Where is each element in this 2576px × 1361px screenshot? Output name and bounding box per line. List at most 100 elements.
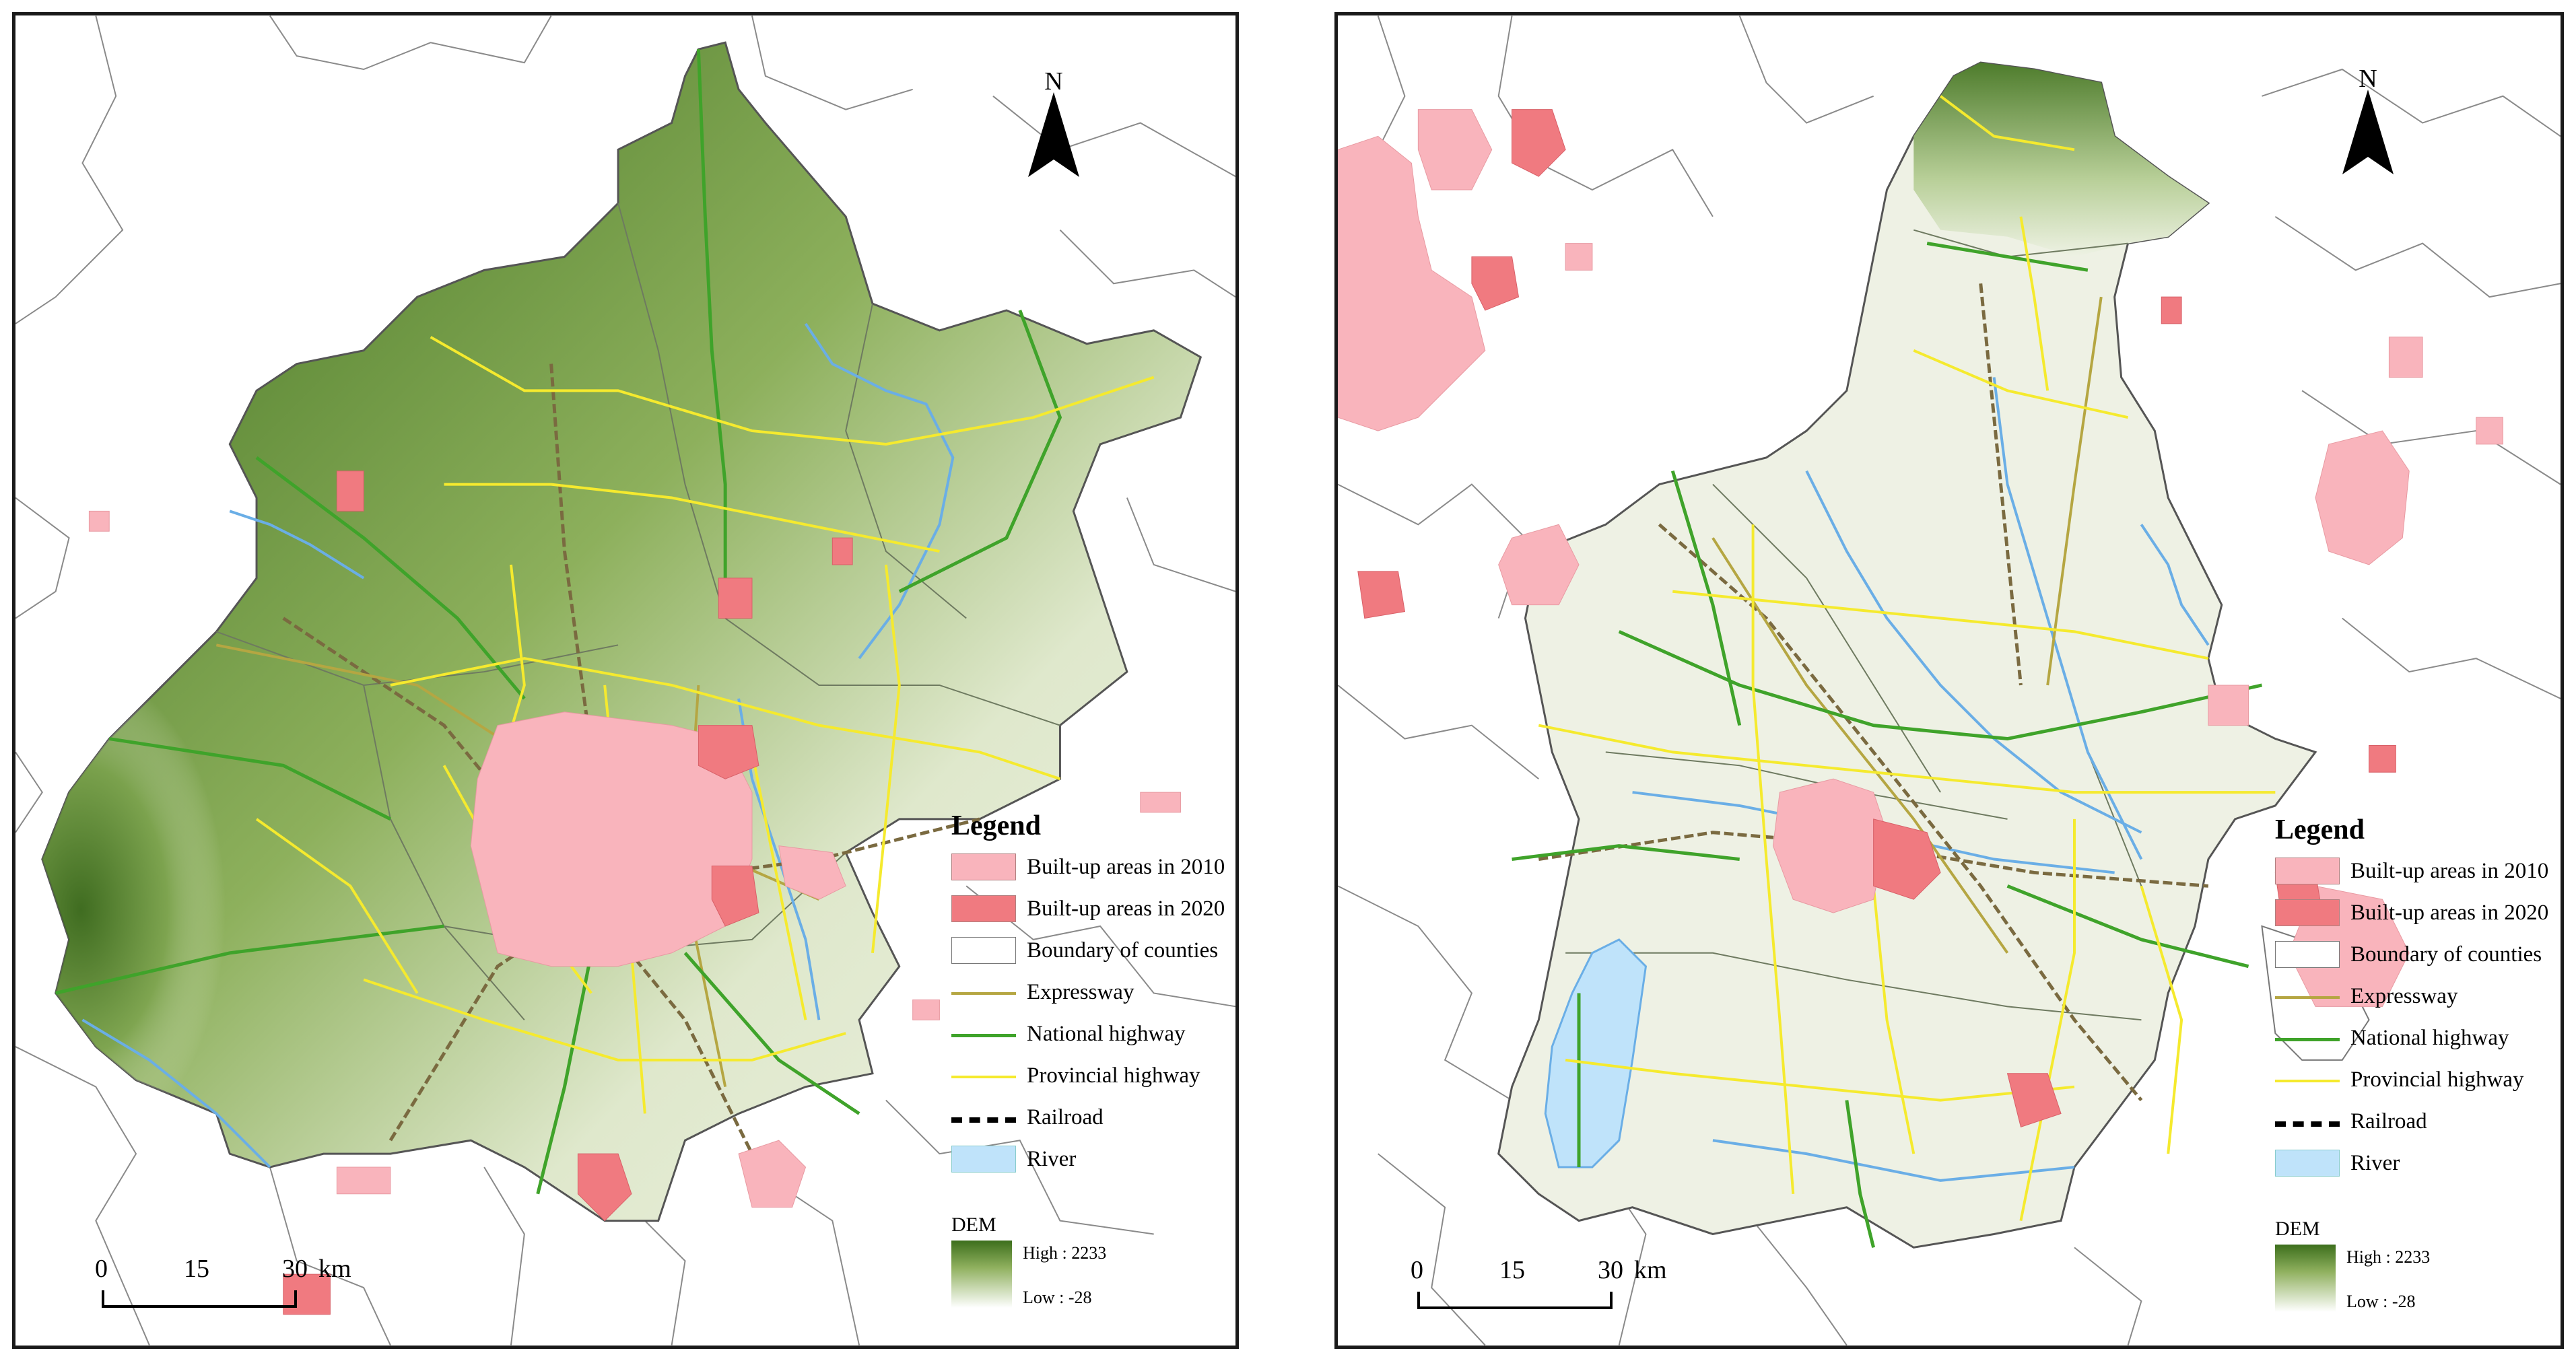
terrain-shading <box>1913 63 2208 257</box>
legend-right: Legend Built-up areas in 2010 Built-up a… <box>2275 814 2561 1191</box>
national-highways <box>1512 242 2262 1248</box>
legend-label: Boundary of counties <box>2350 942 2542 967</box>
dem-high-label: High : 2233 <box>2346 1247 2431 1267</box>
legend-label: Expressway <box>2350 983 2458 1008</box>
legend-item-built-up-2010: Built-up areas in 2010 <box>2275 854 2548 888</box>
legend-item-built-up-2010: Built-up areas in 2010 <box>951 850 1225 884</box>
national-highways <box>55 49 1062 1195</box>
legend-label: Expressway <box>1027 979 1134 1004</box>
dem-legend-right: DEM High : 2233 Low : -28 <box>2275 1218 2477 1339</box>
legend-label: Railroad <box>2350 1109 2427 1133</box>
legend-item-provincial-highway: Provincial highway <box>951 1059 1200 1092</box>
north-label: N <box>2359 65 2377 93</box>
north-arrow: N <box>1020 67 1087 177</box>
legend-item-railroad: Railroad <box>2275 1105 2427 1138</box>
rivers <box>1632 377 2210 1182</box>
reservoir <box>1544 938 1648 1168</box>
north-arrow: N <box>2334 64 2402 174</box>
legend-label: River <box>1027 1146 1077 1171</box>
north-arrow-icon <box>2342 90 2394 174</box>
scale-label-15: 15 <box>1499 1256 1525 1284</box>
legend-title: Legend <box>2275 814 2365 845</box>
north-label: N <box>1044 67 1063 96</box>
terrain-shading <box>42 578 364 1114</box>
legend-label: River <box>2350 1150 2400 1175</box>
legend-item-built-up-2020: Built-up areas in 2020 <box>951 892 1225 926</box>
scale-unit: km <box>318 1255 351 1283</box>
legend-label: Built-up areas in 2010 <box>1027 854 1225 879</box>
dem-low-label: Low : -28 <box>2346 1292 2416 1311</box>
provincial-highways <box>1538 95 2276 1221</box>
north-arrow-icon <box>1028 92 1079 177</box>
legend-label: Built-up areas in 2010 <box>2350 858 2549 883</box>
legend-label: Railroad <box>1027 1105 1104 1129</box>
map-panel-right: N Legend Built-up areas in 2010 Built-up… <box>1334 12 2564 1349</box>
legend-label: Boundary of counties <box>1027 938 1219 963</box>
legend-swatch <box>951 853 1016 880</box>
legend-item-national-highway: National highway <box>951 1017 1186 1051</box>
legend-swatch <box>951 1104 1016 1131</box>
legend-title: Legend <box>951 810 1042 841</box>
dem-high-label: High : 2233 <box>1023 1243 1107 1263</box>
legend-swatch <box>2275 1108 2340 1135</box>
scale-tick <box>1610 1292 1613 1309</box>
legend-item-river: River <box>2275 1146 2400 1180</box>
scale-label-15: 15 <box>184 1255 209 1283</box>
scale-bar-right: 0 15 30 km <box>1405 1255 1667 1336</box>
region-outline <box>41 41 1202 1222</box>
scale-label-30: 30 <box>282 1255 308 1283</box>
dem-low-label: Low : -28 <box>1023 1288 1092 1307</box>
legend-item-county-boundary: Boundary of counties <box>951 934 1218 967</box>
legend-label: National highway <box>1027 1021 1186 1046</box>
scale-tick <box>1417 1292 1420 1309</box>
legend-item-expressway: Expressway <box>951 975 1134 1009</box>
legend-swatch <box>2275 941 2340 968</box>
scale-bar-left: 0 15 30 km <box>90 1254 351 1335</box>
legend-label: National highway <box>2350 1025 2509 1050</box>
legend-swatch <box>951 1146 1016 1173</box>
legend-item-county-boundary: Boundary of counties <box>2275 938 2542 971</box>
legend-swatch <box>2275 858 2340 884</box>
legend-swatch <box>951 1020 1016 1047</box>
legend-swatch <box>2275 1150 2340 1177</box>
dem-title: DEM <box>2275 1218 2320 1240</box>
legend-item-river: River <box>951 1142 1076 1176</box>
legend-item-expressway: Expressway <box>2275 979 2458 1013</box>
scale-label-0: 0 <box>95 1255 108 1283</box>
map-panel-left: N Legend Built-up areas in 2010 Built-up… <box>12 12 1239 1349</box>
legend-item-built-up-2020: Built-up areas in 2020 <box>2275 896 2548 930</box>
legend-swatch <box>951 937 1016 964</box>
surrounding-county-boundaries <box>1338 15 2561 1346</box>
map-canvas-left <box>15 15 1235 1346</box>
legend-left: Legend Built-up areas in 2010 Built-up a… <box>951 810 1235 1187</box>
legend-swatch <box>2275 983 2340 1010</box>
scale-label-0: 0 <box>1411 1256 1423 1284</box>
built-up-2010 <box>88 510 1181 1208</box>
scale-tick <box>102 1290 104 1308</box>
legend-label: Built-up areas in 2020 <box>2350 900 2549 925</box>
scale-unit: km <box>1634 1256 1667 1284</box>
expressways <box>1711 296 2103 954</box>
legend-swatch <box>951 1062 1016 1089</box>
legend-label: Provincial highway <box>2350 1067 2524 1092</box>
dem-legend-left: DEM High : 2233 Low : -28 <box>951 1214 1153 1335</box>
scale-label-30: 30 <box>1598 1256 1623 1284</box>
scale-line <box>102 1305 297 1308</box>
legend-label: Built-up areas in 2020 <box>1027 896 1225 921</box>
dem-color-ramp <box>2275 1245 2336 1312</box>
legend-item-national-highway: National highway <box>2275 1021 2509 1055</box>
scale-line <box>1417 1306 1613 1309</box>
region-outline <box>1497 61 2317 1249</box>
dem-color-ramp <box>951 1241 1012 1308</box>
legend-swatch <box>2275 1066 2340 1093</box>
dem-title: DEM <box>951 1214 996 1236</box>
scale-tick <box>294 1290 297 1308</box>
legend-item-railroad: Railroad <box>951 1101 1104 1134</box>
legend-swatch <box>2275 1024 2340 1051</box>
legend-swatch <box>951 895 1016 922</box>
legend-label: Provincial highway <box>1027 1063 1200 1088</box>
legend-item-provincial-highway: Provincial highway <box>2275 1063 2524 1096</box>
legend-swatch <box>951 979 1016 1006</box>
legend-swatch <box>2275 899 2340 926</box>
map-canvas-right <box>1338 15 2561 1346</box>
